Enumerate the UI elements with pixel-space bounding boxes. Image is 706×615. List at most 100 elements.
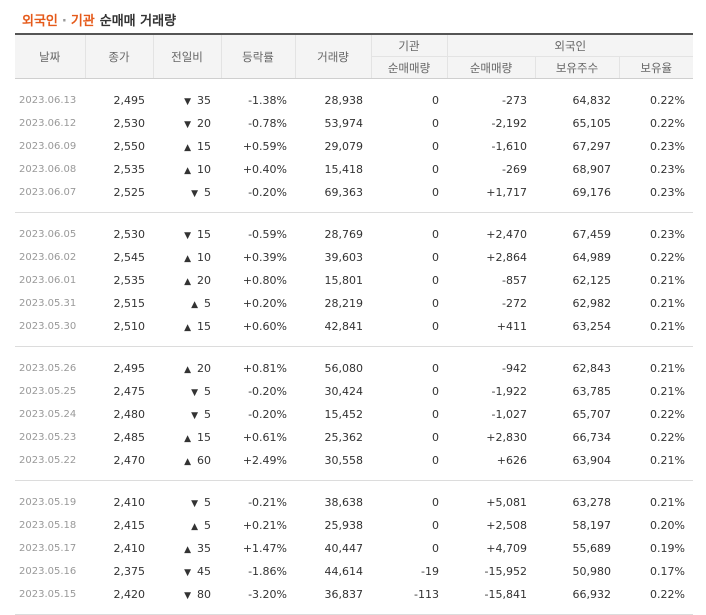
row-rate: -3.20% [248, 588, 287, 601]
row-close: 2,530 [113, 228, 146, 241]
row-shares: 64,989 [572, 251, 612, 264]
row-rate: -0.20% [248, 385, 287, 398]
row-inst-net: 0 [432, 297, 439, 310]
row-foreign-net: +411 [496, 320, 527, 333]
row-volume: 38,638 [324, 496, 364, 509]
row-foreign-net: +626 [496, 454, 527, 467]
row-change: ▲ 15 [153, 135, 221, 158]
trading-table: 날짜 종가 전일비 등락률 거래량 기관 외국인 순매매량 순매매량 보유주수 … [15, 33, 693, 615]
row-date: 2023.06.08 [19, 164, 77, 175]
table-row: 2023.05.16 2,375 ▼ 45 -1.86% 44,614 -19 -15,952… [15, 560, 693, 583]
row-change-value: 15 [197, 320, 211, 333]
row-rate: -1.38% [248, 94, 287, 107]
table-row: 2023.05.31 2,515 ▲ 5 +0.20% 28,219 0 -272 62,982… [15, 292, 693, 315]
table-row: 2023.05.23 2,485 ▲ 15 +0.61% 25,362 0 +2,830 66,… [15, 426, 693, 449]
row-volume: 39,603 [324, 251, 364, 264]
row-date: 2023.05.17 [19, 543, 77, 554]
row-shares: 58,197 [572, 519, 612, 532]
row-volume: 42,841 [324, 320, 364, 333]
row-close: 2,550 [113, 140, 146, 153]
group-divider [15, 472, 693, 481]
arrow-up-icon: ▲ [184, 457, 191, 467]
row-change: ▼ 5 [153, 380, 221, 403]
row-close: 2,420 [113, 588, 146, 601]
row-change-value: 5 [204, 186, 211, 199]
row-foreign-net: -1,610 [491, 140, 527, 153]
row-date: 2023.06.12 [19, 118, 77, 129]
row-inst-net: 0 [432, 140, 439, 153]
row-change-value: 5 [204, 408, 211, 421]
row-change: ▲ 10 [153, 246, 221, 269]
row-shares: 63,254 [572, 320, 612, 333]
row-rate: +0.40% [242, 163, 287, 176]
row-close: 2,470 [113, 454, 146, 467]
arrow-up-icon: ▲ [184, 365, 191, 375]
row-change: ▲ 35 [153, 537, 221, 560]
table-body: 2023.06.13 2,495 ▼ 35 -1.38% 28,938 0 -273 64,83… [15, 79, 693, 615]
row-hold-rate: 0.22% [650, 588, 685, 601]
row-change: ▲ 10 [153, 158, 221, 181]
row-date: 2023.06.13 [19, 95, 77, 106]
row-hold-rate: 0.20% [650, 519, 685, 532]
arrow-up-icon: ▲ [184, 166, 191, 176]
row-rate: +0.59% [242, 140, 287, 153]
row-inst-net: 0 [432, 408, 439, 421]
row-date: 2023.06.07 [19, 187, 77, 198]
table-row: 2023.05.22 2,470 ▲ 60 +2.49% 30,558 0 +626 63,90… [15, 449, 693, 472]
row-change: ▼ 5 [153, 491, 221, 514]
arrow-down-icon: ▼ [184, 591, 191, 601]
arrow-down-icon: ▼ [184, 231, 191, 241]
row-volume: 44,614 [324, 565, 364, 578]
row-foreign-net: +2,830 [486, 431, 527, 444]
row-rate: -0.20% [248, 186, 287, 199]
row-volume: 29,079 [324, 140, 364, 153]
row-date: 2023.05.19 [19, 497, 77, 508]
row-date: 2023.05.31 [19, 298, 77, 309]
row-hold-rate: 0.23% [650, 186, 685, 199]
arrow-up-icon: ▲ [191, 300, 198, 310]
row-volume: 69,363 [324, 186, 364, 199]
row-foreign-net: -272 [502, 297, 527, 310]
row-rate: +0.20% [242, 297, 287, 310]
title-separator: · [61, 14, 67, 29]
group-divider [15, 204, 693, 213]
table-row: 2023.06.12 2,530 ▼ 20 -0.78% 53,974 0 -2,192 65,… [15, 112, 693, 135]
row-change-value: 20 [197, 117, 211, 130]
header-foreign-net: 순매매량 [446, 56, 535, 79]
row-foreign-net: +4,709 [486, 542, 527, 555]
row-hold-rate: 0.22% [650, 408, 685, 421]
row-date: 2023.06.01 [19, 275, 77, 286]
row-volume: 25,938 [324, 519, 364, 532]
row-inst-net: 0 [432, 186, 439, 199]
row-inst-net: 0 [432, 94, 439, 107]
row-hold-rate: 0.23% [650, 163, 685, 176]
row-shares: 62,843 [572, 362, 612, 375]
row-change-value: 35 [197, 94, 211, 107]
row-hold-rate: 0.19% [650, 542, 685, 555]
row-inst-net: 0 [432, 320, 439, 333]
row-change-value: 45 [197, 565, 211, 578]
row-volume: 56,080 [324, 362, 364, 375]
row-close: 2,410 [113, 542, 146, 555]
row-date: 2023.05.15 [19, 589, 77, 600]
row-close: 2,495 [113, 94, 146, 107]
table-row: 2023.05.30 2,510 ▲ 15 +0.60% 42,841 0 +411 63,25… [15, 315, 693, 338]
row-volume: 30,424 [324, 385, 364, 398]
row-hold-rate: 0.21% [650, 297, 685, 310]
row-hold-rate: 0.22% [650, 431, 685, 444]
arrow-down-icon: ▼ [191, 411, 198, 421]
row-change: ▼ 45 [153, 560, 221, 583]
arrow-up-icon: ▲ [191, 522, 198, 532]
header-hold-rate: 보유율 [618, 56, 693, 79]
row-change: ▲ 5 [153, 292, 221, 315]
row-inst-net: 0 [432, 251, 439, 264]
arrow-up-icon: ▲ [184, 434, 191, 444]
arrow-up-icon: ▲ [184, 143, 191, 153]
row-change: ▲ 20 [153, 357, 221, 380]
row-volume: 40,447 [324, 542, 364, 555]
row-shares: 67,297 [572, 140, 612, 153]
row-shares: 66,932 [572, 588, 612, 601]
row-close: 2,525 [113, 186, 146, 199]
row-change: ▼ 15 [153, 223, 221, 246]
